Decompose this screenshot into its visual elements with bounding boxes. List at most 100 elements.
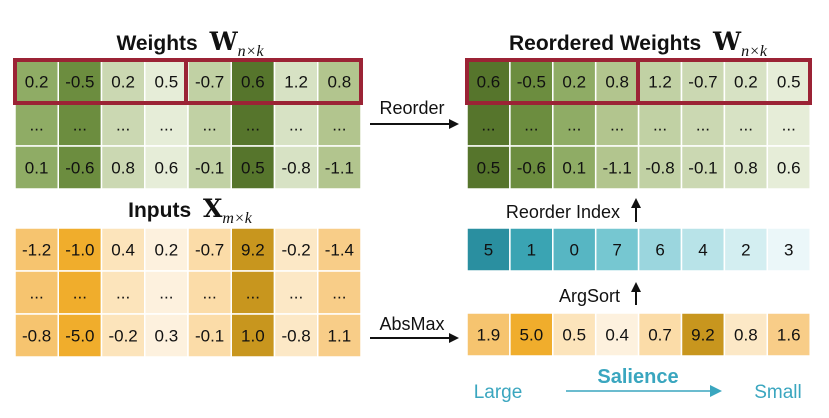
cell-value: 9.2 <box>691 326 715 345</box>
cell-value: ... <box>116 284 130 303</box>
cell-value: -0.7 <box>195 73 224 92</box>
absmax-label: AbsMax <box>379 314 444 334</box>
cell <box>14 313 59 358</box>
cell-value: 0.2 <box>734 73 758 92</box>
cell <box>187 227 232 272</box>
weights-title-math: W <box>209 27 239 56</box>
cell-value: 0.2 <box>562 73 586 92</box>
cell-value: -0.1 <box>195 159 224 178</box>
cell <box>723 145 769 190</box>
cell-value: 0.4 <box>605 326 629 345</box>
cell-value: ... <box>567 116 581 135</box>
inputs-title: Inputs Xm×k <box>128 194 253 227</box>
cell-value: ... <box>30 116 44 135</box>
cell-value: 0.6 <box>777 159 801 178</box>
weights-matrix: 0.2 -0.5 0.2 0.5 -0.7 0.6 1.2 0.8..............… <box>14 59 362 190</box>
cell <box>594 145 640 190</box>
reorder-label: Reorder <box>379 98 444 118</box>
cell <box>100 227 146 272</box>
cell-value: 0 <box>570 241 579 260</box>
cell <box>466 227 511 272</box>
cell-value: -5.0 <box>65 327 94 346</box>
cell-value: 4 <box>698 241 707 260</box>
cell <box>14 145 59 190</box>
cell-value: -0.7 <box>195 241 224 260</box>
cell-value: 0.7 <box>648 326 672 345</box>
cell-value: -0.5 <box>65 73 94 92</box>
cell-value: -0.1 <box>688 159 717 178</box>
cell <box>187 102 232 147</box>
cell <box>637 227 683 272</box>
cell <box>100 59 146 104</box>
cell <box>273 59 319 104</box>
reorder-index-row: 5 1 0 7 6 4 2 3 <box>466 227 811 272</box>
cell <box>637 312 683 357</box>
salience-label: Salience <box>597 366 678 388</box>
cell-value: ... <box>524 116 538 135</box>
cell-value: 0.3 <box>155 327 179 346</box>
cell-value: ... <box>73 284 87 303</box>
cell-value: 0.5 <box>477 159 501 178</box>
reordered-title-main: Reordered Weights <box>509 32 701 55</box>
cell <box>766 102 811 147</box>
cell-value: 0.8 <box>734 326 758 345</box>
cell-value: -0.5 <box>517 73 546 92</box>
cell <box>637 59 683 104</box>
cell <box>100 145 146 190</box>
cell-value: 0.6 <box>241 73 265 92</box>
cell-value: 0.5 <box>777 73 801 92</box>
argsort-label: ArgSort <box>559 286 620 306</box>
cell-value: 0.5 <box>155 73 179 92</box>
cell-value: -0.8 <box>22 327 51 346</box>
cell-value: 7 <box>612 241 621 260</box>
cell-value: ... <box>653 116 667 135</box>
cell-value: -0.7 <box>688 73 717 92</box>
cell-value: 1.2 <box>284 73 308 92</box>
cell <box>317 102 362 147</box>
cell <box>723 102 769 147</box>
cell <box>317 313 362 358</box>
cell-value: 0.1 <box>562 159 586 178</box>
cell <box>187 313 232 358</box>
cell-value: 0.6 <box>155 159 179 178</box>
cell-value: 0.6 <box>477 73 501 92</box>
reorder-index-label: Reorder Index <box>506 202 620 222</box>
cell-value: -0.8 <box>281 159 310 178</box>
cell-value: 0.8 <box>734 159 758 178</box>
weights-title-sub: n×k <box>238 43 265 60</box>
cell <box>14 227 59 272</box>
cell-value: ... <box>289 284 303 303</box>
cell-value: ... <box>246 116 260 135</box>
cell-value: 0.8 <box>605 73 629 92</box>
cell-value: ... <box>610 116 624 135</box>
cell <box>144 270 189 315</box>
cell-value: -0.2 <box>108 327 137 346</box>
cell <box>637 145 683 190</box>
cell <box>509 145 554 190</box>
cell-value: ... <box>203 284 217 303</box>
cell-value: -0.6 <box>517 159 546 178</box>
cell-value: 1.0 <box>241 327 265 346</box>
salience-small-label: Small <box>754 382 802 403</box>
cell <box>317 270 362 315</box>
cell-value: ... <box>116 116 130 135</box>
cell <box>144 145 189 190</box>
weights-title-main: Weights <box>116 32 197 55</box>
cell-value: 1.1 <box>328 327 352 346</box>
reordered-highlight-right <box>636 58 812 105</box>
cell-value: -1.1 <box>325 159 354 178</box>
cell <box>723 312 769 357</box>
cell-value: 0.4 <box>111 241 135 260</box>
cell-value: 0.5 <box>241 159 265 178</box>
cell-value: 0.1 <box>25 159 49 178</box>
cell-value: -0.2 <box>281 241 310 260</box>
cell <box>466 312 511 357</box>
cell-value: 1.9 <box>477 326 501 345</box>
cell-value: ... <box>73 116 87 135</box>
cell-value: 0.8 <box>111 159 135 178</box>
cell <box>594 227 640 272</box>
cell-value: ... <box>481 116 495 135</box>
cell-value: 0.2 <box>155 241 179 260</box>
cell <box>14 270 59 315</box>
